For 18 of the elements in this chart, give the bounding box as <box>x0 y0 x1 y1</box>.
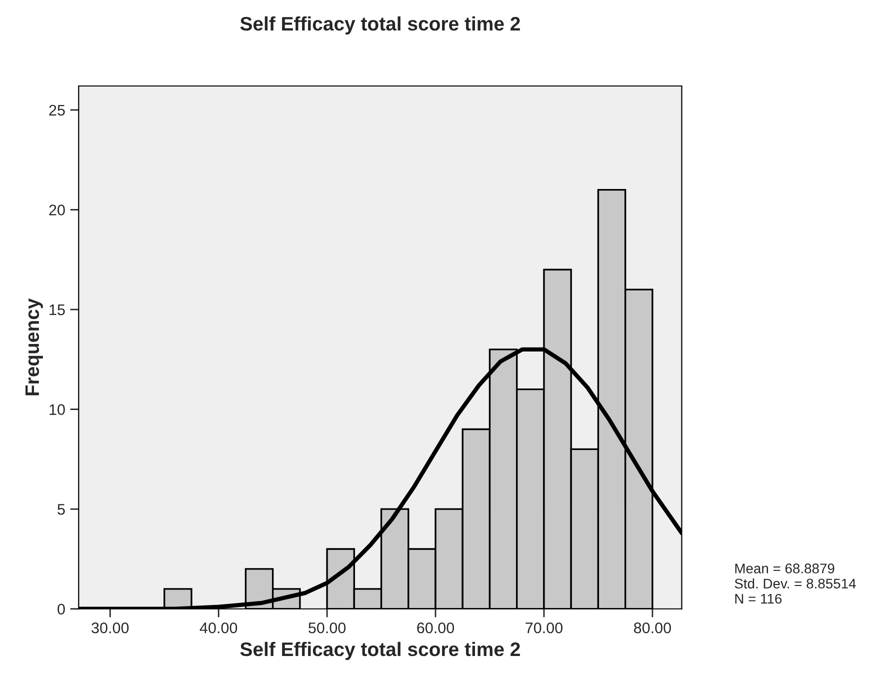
x-tick-label: 40.00 <box>200 622 238 634</box>
text: N = 116 <box>735 594 782 604</box>
y-tick-label: 5 <box>58 504 65 515</box>
chart-title: Self Efficacy total score time 2 <box>240 16 520 34</box>
x-tick-label: 60.00 <box>417 622 454 634</box>
x-axis-title: Self Efficacy total score time 2 <box>240 642 520 660</box>
x-tick-label: 30.00 <box>92 622 129 634</box>
y-tick-label: 0 <box>58 604 65 615</box>
x-tick-label: 70.00 <box>526 622 562 634</box>
y-axis-title: Frequency <box>26 298 43 396</box>
text: Mean = 68.8879 <box>735 564 834 574</box>
x-tick-label: 80.00 <box>634 622 671 634</box>
y-tick-label: 10 <box>50 404 65 415</box>
y-tick-label: 15 <box>50 304 65 316</box>
x-tick-label: 50.00 <box>308 622 346 634</box>
y-tick-label: 25 <box>49 104 65 116</box>
y-tick-label: 20 <box>49 204 65 216</box>
text: Std. Dev. = 8.85514 <box>734 578 856 589</box>
